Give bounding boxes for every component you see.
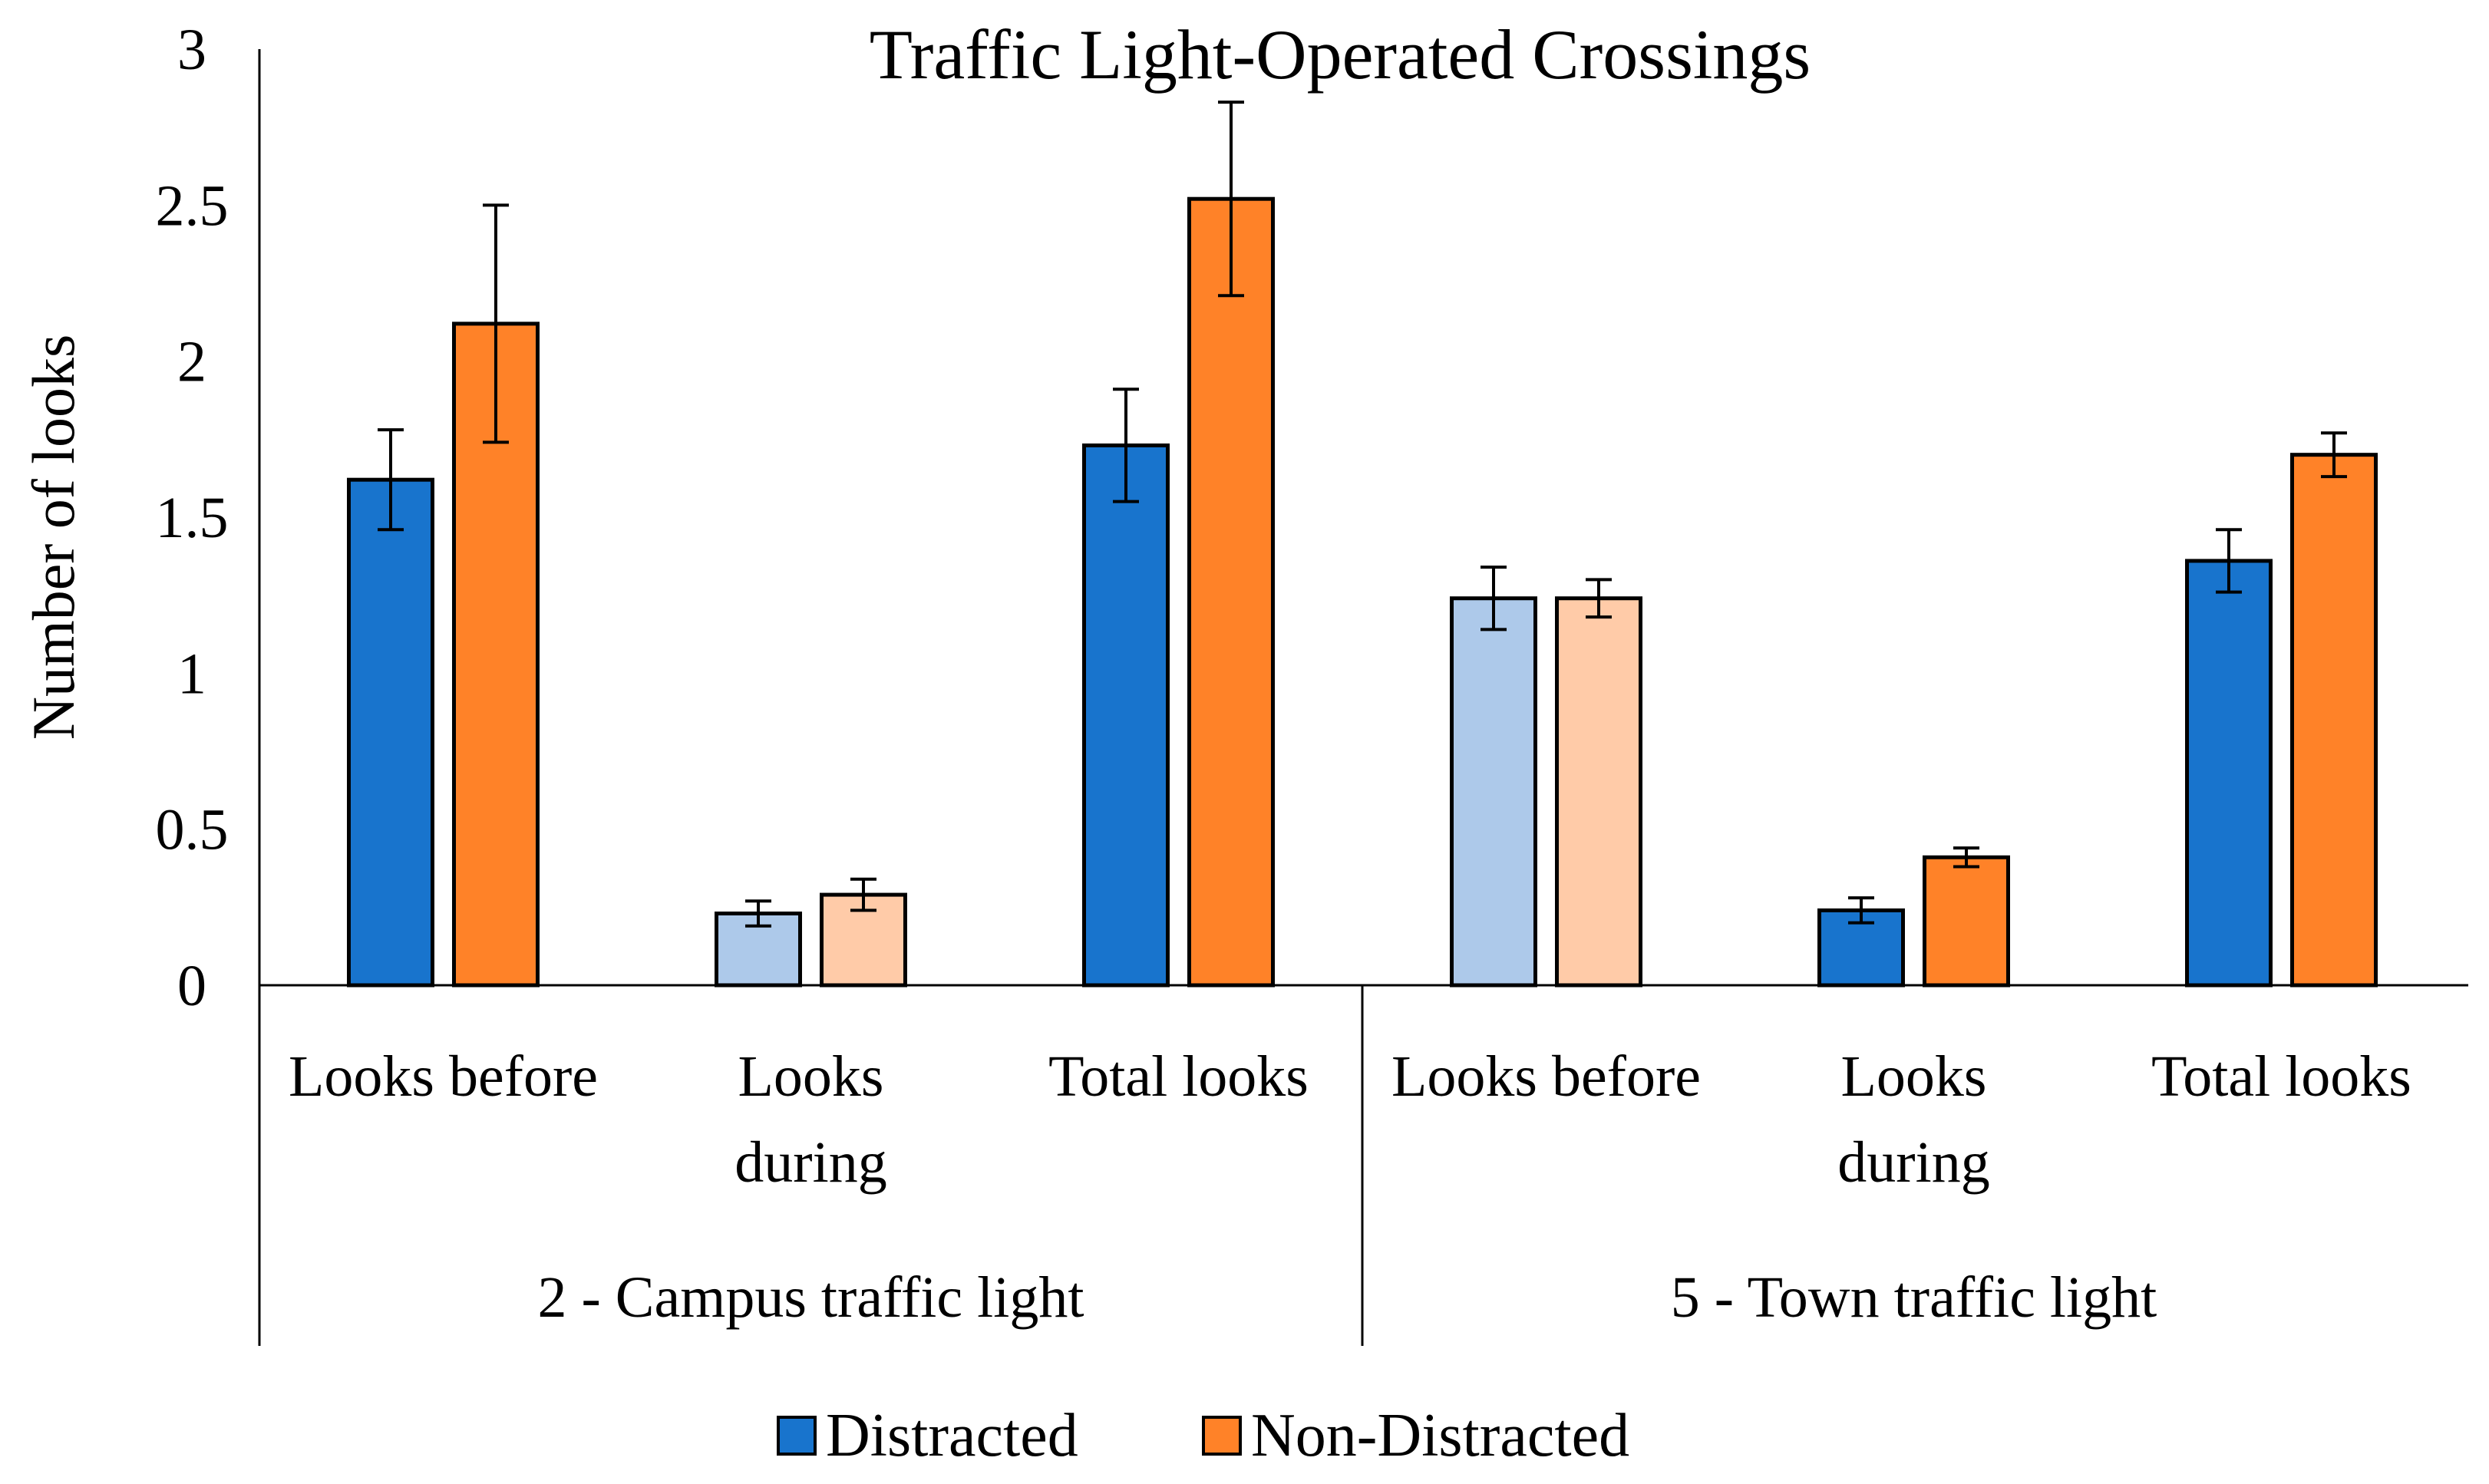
bar-non-distracted-5 xyxy=(2290,453,2378,988)
category-label: Looks xyxy=(738,1044,884,1109)
category-label: during xyxy=(1837,1130,1989,1195)
category-label: Total looks xyxy=(1048,1044,1309,1109)
y-tick-label: 0.5 xyxy=(156,798,229,862)
bar-distracted-3 xyxy=(1450,596,1537,988)
group-label: 5 - Town traffic light xyxy=(1671,1265,2157,1330)
legend-label: Non-Distracted xyxy=(1251,1402,1629,1469)
legend-swatch xyxy=(777,1416,817,1456)
y-tick-label: 3 xyxy=(177,18,206,82)
y-tick-label: 2.5 xyxy=(156,173,229,238)
y-tick-label: 0 xyxy=(177,954,206,1018)
bar-distracted-0 xyxy=(347,477,434,988)
bars xyxy=(347,196,2378,988)
y-tick-label: 1 xyxy=(177,641,206,706)
category-label: during xyxy=(734,1130,886,1195)
error-bars xyxy=(378,101,2347,928)
bar-distracted-4 xyxy=(1817,908,1905,988)
category-label: Looks xyxy=(1841,1044,1987,1109)
bar-distracted-5 xyxy=(2185,559,2273,988)
bar-non-distracted-4 xyxy=(1923,855,2010,988)
group-label: 2 - Campus traffic light xyxy=(537,1265,1084,1330)
y-axis-label: Number of looks xyxy=(20,335,87,740)
chart-title: Traffic Light-Operated Crossings xyxy=(870,15,1811,94)
y-axis-ticks: 0 0.5 1 1.5 2 2.5 3 xyxy=(156,18,229,1018)
bar-non-distracted-3 xyxy=(1555,596,1642,988)
x-axis-labels: Looks before Looks during Total looks Looks … xyxy=(289,1044,2411,1195)
bar-distracted-2 xyxy=(1082,443,1170,988)
group-labels: 2 - Campus traffic light 5 - Town traffic… xyxy=(537,1265,2157,1330)
bar-non-distracted-2 xyxy=(1187,196,1275,988)
legend-label: Distracted xyxy=(826,1402,1078,1469)
y-tick-label: 2 xyxy=(177,330,206,394)
category-label: Looks before xyxy=(289,1044,598,1109)
legend: Distracted Non-Distracted xyxy=(777,1402,1629,1469)
legend-swatch xyxy=(1202,1416,1242,1456)
y-tick-label: 1.5 xyxy=(156,486,229,550)
category-label: Total looks xyxy=(2151,1044,2411,1109)
axes xyxy=(258,49,2468,1346)
category-label: Looks before xyxy=(1391,1044,1701,1109)
